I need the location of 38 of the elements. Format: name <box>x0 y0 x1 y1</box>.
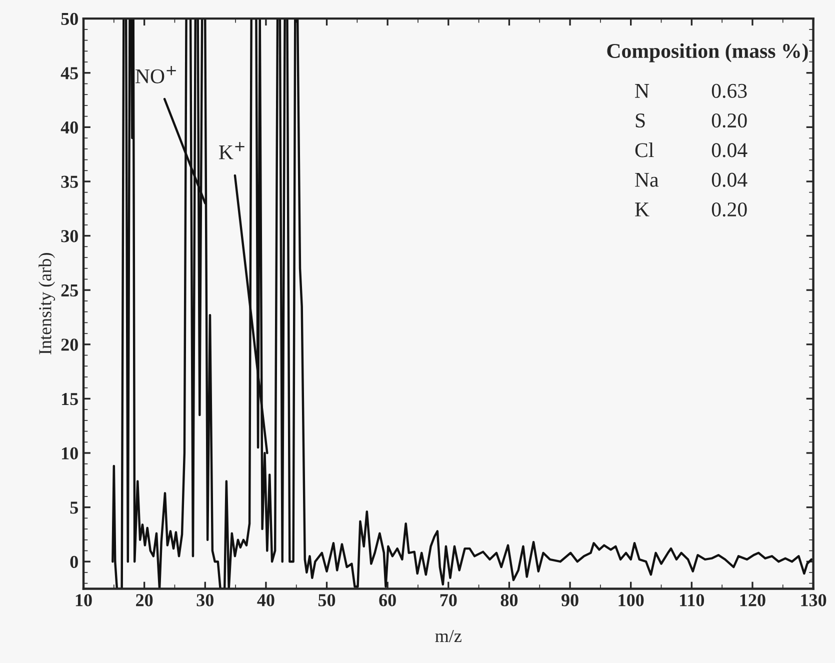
x-tick-label: 60 <box>379 594 396 606</box>
annotation: K$^{+}$ <box>219 142 244 160</box>
annotation: 0.63 <box>712 84 747 98</box>
x-tick-label: 30 <box>196 594 214 606</box>
x-tick-label: 120 <box>740 594 766 606</box>
x-axis-title: m/z <box>435 630 462 642</box>
annotation: 0.04 <box>712 143 748 158</box>
x-tick-label: 80 <box>500 594 518 606</box>
annotation: Na <box>635 173 658 187</box>
y-tick-label: 50 <box>61 12 78 26</box>
y-tick-label: 30 <box>61 230 78 242</box>
annotation: K <box>635 202 650 216</box>
x-tick-label: 20 <box>136 594 153 606</box>
x-tick-label: 110 <box>680 594 704 606</box>
x-tick-label: 90 <box>561 594 578 606</box>
x-tick-label: 100 <box>618 594 644 606</box>
y-tick-label: 0 <box>70 556 78 568</box>
x-tick-label: 130 <box>801 594 826 606</box>
annotation: Composition (mass %) <box>607 43 808 62</box>
y-axis-title: Intensity (arb) <box>38 253 56 354</box>
annotation: NO$^{+}$ <box>136 66 176 84</box>
annotation: N <box>635 84 650 98</box>
y-tick-label: 15 <box>62 393 78 406</box>
y-tick-label: 45 <box>60 67 78 80</box>
annotation: 0.20 <box>712 113 747 128</box>
y-tick-label: 35 <box>61 176 78 188</box>
x-tick-label: 40 <box>257 594 274 606</box>
y-tick-label: 10 <box>62 447 78 460</box>
y-tick-label: 25 <box>61 284 78 297</box>
y-tick-label: 40 <box>60 121 78 134</box>
x-tick-label: 50 <box>318 594 336 606</box>
x-tick-label: 70 <box>440 594 457 606</box>
annotation: Cl <box>635 142 654 158</box>
y-tick-label: 5 <box>70 502 78 514</box>
annotation: S <box>636 114 645 128</box>
annotation: 0.04 <box>712 172 748 187</box>
y-tick-label: 20 <box>61 338 78 351</box>
annotation: 0.20 <box>712 202 747 217</box>
